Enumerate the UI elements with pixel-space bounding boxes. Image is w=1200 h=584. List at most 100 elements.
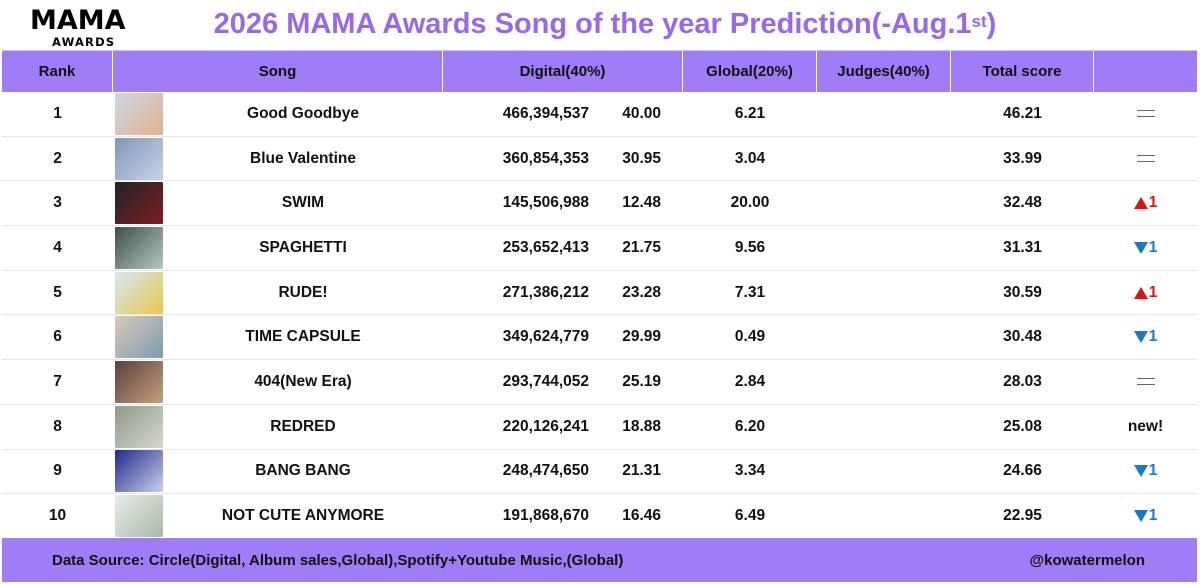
digital-count: 248,474,650: [502, 462, 589, 480]
song-cell: Good Goodbye: [113, 92, 443, 136]
no-change-icon: [1136, 378, 1155, 386]
digital-score: 12.48: [622, 194, 661, 212]
judges-score: [817, 360, 951, 404]
rank-up-indicator: 1: [1133, 283, 1158, 302]
song-title: Good Goodbye: [247, 104, 359, 122]
digital-count: 145,506,988: [502, 194, 589, 212]
rank-change-value: 1: [1148, 462, 1158, 480]
digital-cell: 293,744,052 25.19: [443, 360, 683, 404]
table-row: 7 404(New Era) 293,744,052 25.19 2.84 28.03: [2, 360, 1197, 405]
album-cover-thumbnail: [115, 316, 163, 359]
album-cover-thumbnail: [115, 405, 163, 448]
song-cell: RUDE!: [113, 271, 443, 315]
total-score: 22.95: [1003, 507, 1042, 525]
header-digital: Digital(40%): [443, 51, 683, 92]
down-arrow-icon: [1133, 241, 1148, 254]
data-source-text: Data Source: Circle(Digital, Album sales…: [52, 551, 624, 569]
rank-change-cell: [1094, 92, 1197, 136]
rank-cell: 5: [53, 283, 62, 301]
global-score: 6.21: [734, 104, 766, 122]
total-score: 33.99: [1003, 149, 1042, 167]
header-song: Song: [113, 51, 443, 92]
header-total: Total score: [951, 51, 1094, 92]
digital-cell: 253,652,413 21.75: [443, 226, 683, 270]
table-row: 4 SPAGHETTI 253,652,413 21.75 9.56 31.31 1: [2, 226, 1197, 271]
digital-count: 293,744,052: [502, 372, 589, 390]
song-title: SPAGHETTI: [259, 238, 347, 256]
logo-sub-text: AWARDS: [52, 35, 116, 49]
rank-down-indicator: 1: [1133, 462, 1158, 480]
song-title: NOT CUTE ANYMORE: [221, 507, 385, 525]
judges-score: [817, 315, 951, 359]
song-cell: SPAGHETTI: [113, 226, 443, 270]
album-cover-thumbnail: [115, 182, 163, 225]
album-cover-thumbnail: [115, 495, 163, 538]
rank-change-cell: [1094, 137, 1197, 181]
rank-change-cell: 1: [1094, 226, 1197, 270]
song-title: BANG BANG: [255, 462, 351, 480]
judges-score: [817, 181, 951, 225]
total-score: 28.03: [1003, 372, 1042, 390]
rank-change-value: 1: [1148, 238, 1158, 256]
header-global: Global(20%): [683, 51, 817, 92]
table-row: 9 BANG BANG 248,474,650 21.31 3.34 24.66 1: [2, 450, 1197, 495]
down-arrow-icon: [1133, 331, 1148, 344]
global-score: 3.34: [734, 462, 766, 480]
mama-awards-logo: MAMA AWARDS: [30, 5, 126, 49]
table-row: 6 TIME CAPSULE 349,624,779 29.99 0.49 30.48 1: [2, 315, 1197, 361]
digital-cell: 145,506,988 12.48: [443, 181, 683, 225]
header-rank: Rank: [2, 51, 113, 92]
table-row: 1 Good Goodbye 466,394,537 40.00 6.21 46.21: [2, 92, 1197, 137]
digital-count: 191,868,670: [502, 507, 589, 525]
total-score: 30.59: [1003, 283, 1042, 301]
song-title: Blue Valentine: [250, 149, 356, 167]
global-score: 7.31: [734, 283, 766, 301]
rank-change-value: 1: [1148, 194, 1158, 212]
global-score: 20.00: [730, 194, 770, 212]
song-cell: TIME CAPSULE: [113, 315, 443, 359]
rank-cell: 2: [53, 149, 62, 167]
song-cell: 404(New Era): [113, 360, 443, 404]
global-score: 6.20: [734, 417, 766, 435]
total-score: 32.48: [1003, 194, 1042, 212]
table-row: 8 REDRED 220,126,241 18.88 6.20 25.08 new!: [2, 405, 1197, 450]
song-cell: SWIM: [113, 181, 443, 225]
digital-cell: 349,624,779 29.99: [443, 315, 683, 359]
credit-handle: @kowatermelon: [1029, 551, 1146, 569]
album-cover-thumbnail: [115, 271, 163, 314]
up-arrow-icon: [1133, 286, 1148, 299]
song-cell: Blue Valentine: [113, 137, 443, 181]
digital-cell: 220,126,241 18.88: [443, 405, 683, 449]
digital-score: 25.19: [622, 372, 661, 390]
table-body: 1 Good Goodbye 466,394,537 40.00 6.21 46.21 2 B…: [2, 92, 1197, 539]
global-score: 0.49: [734, 328, 766, 346]
rank-change-cell: new!: [1094, 405, 1197, 449]
digital-score: 23.28: [622, 283, 661, 301]
total-score: 46.21: [1003, 104, 1042, 122]
logo-main-text: MAMA: [30, 5, 126, 36]
no-change-icon: [1136, 155, 1155, 163]
judges-score: [817, 494, 951, 538]
rank-change-value: 1: [1148, 283, 1158, 301]
digital-cell: 360,854,353 30.95: [443, 137, 683, 181]
total-score: 24.66: [1003, 462, 1042, 480]
song-cell: REDRED: [113, 405, 443, 449]
header-change: [1094, 51, 1197, 92]
digital-count: 349,624,779: [502, 328, 589, 346]
rank-change-cell: 1: [1094, 450, 1197, 494]
digital-score: 30.95: [622, 149, 661, 167]
judges-score: [817, 450, 951, 494]
header-judges: Judges(40%): [817, 51, 951, 92]
digital-score: 16.46: [622, 507, 661, 525]
rank-cell: 6: [53, 328, 62, 346]
digital-score: 18.88: [622, 417, 661, 435]
down-arrow-icon: [1133, 510, 1148, 523]
song-cell: BANG BANG: [113, 450, 443, 494]
table-row: 10 NOT CUTE ANYMORE 191,868,670 16.46 6.49 22…: [2, 494, 1197, 539]
rank-change-cell: 1: [1094, 271, 1197, 315]
down-arrow-icon: [1133, 465, 1148, 478]
digital-score: 29.99: [622, 328, 661, 346]
table-row: 5 RUDE! 271,386,212 23.28 7.31 30.59 1: [2, 271, 1197, 316]
title-main: 2026 MAMA Awards Song of the year Predic…: [213, 8, 972, 40]
judges-score: [817, 226, 951, 270]
